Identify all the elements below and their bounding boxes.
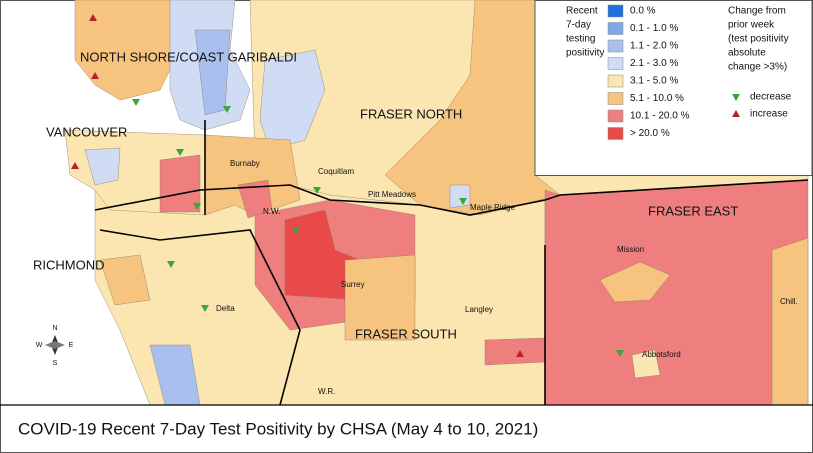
- place-label: N.W.: [263, 207, 280, 216]
- change-legend-marker: [732, 94, 740, 101]
- change-legend-label: decrease: [750, 92, 792, 103]
- decrease-marker: [459, 198, 467, 205]
- compass-label: W: [36, 342, 43, 349]
- region-label: FRASER SOUTH: [355, 326, 457, 341]
- decrease-marker: [167, 261, 175, 268]
- north-shore-mid: [194, 29, 231, 116]
- legend-label: 0.1 - 1.0 %: [630, 23, 678, 34]
- compass-ew: [45, 341, 65, 349]
- vancouver-blue: [84, 147, 121, 186]
- river-boundary: [94, 179, 809, 216]
- decrease-marker: [616, 350, 624, 357]
- legend-label: 1.1 - 2.0 %: [630, 41, 678, 52]
- legend-swatch: [607, 39, 624, 53]
- place-label: Surrey: [341, 280, 365, 289]
- place-label: Coquitlam: [318, 167, 354, 176]
- langley-red: [484, 337, 546, 366]
- place-label: Mission: [617, 245, 644, 254]
- change-markers: [71, 14, 624, 357]
- legend-title: testing: [566, 34, 595, 45]
- decrease-marker: [223, 106, 231, 113]
- change-legend-title: Change from: [728, 6, 786, 17]
- richmond-orange: [99, 254, 151, 306]
- richmond-boundary: [99, 229, 301, 406]
- decrease-marker: [193, 203, 201, 210]
- decrease-marker: [132, 99, 140, 106]
- place-label: Delta: [216, 304, 235, 313]
- legend-label: 0.0 %: [630, 6, 656, 17]
- increase-marker: [516, 350, 524, 357]
- legend: Recent 7-day testing positivity 0.0 % 0.1 - 1…: [566, 4, 792, 140]
- compass-label: N: [52, 325, 57, 332]
- place-label: Pitt Meadows: [368, 190, 416, 199]
- legend-label: > 20.0 %: [630, 128, 670, 139]
- new-west: [237, 179, 273, 219]
- increase-marker: [71, 162, 79, 169]
- region-label: FRASER NORTH: [360, 106, 462, 121]
- legend-box: [534, 0, 813, 176]
- legend-label: 2.1 - 3.0 %: [630, 58, 678, 69]
- place-label: W.R.: [318, 387, 335, 396]
- legend-swatch: [607, 109, 624, 123]
- legend-swatch: [607, 57, 624, 70]
- legend-swatch: [607, 4, 624, 18]
- place-label: Chill.: [780, 297, 798, 306]
- change-legend-label: increase: [750, 109, 788, 120]
- place-label: Burnaby: [230, 159, 260, 168]
- legend-label: 10.1 - 20.0 %: [630, 111, 690, 122]
- change-legend-marker: [732, 110, 740, 117]
- map-title: COVID-19 Recent 7-Day Test Positivity by…: [18, 419, 538, 438]
- compass-label: S: [53, 360, 58, 367]
- legend-swatch: [607, 92, 624, 105]
- compass: N E S W: [36, 325, 74, 367]
- decrease-marker: [176, 149, 184, 156]
- legend-title: 7-day: [566, 20, 591, 31]
- maple-ridge-blue: [449, 184, 471, 209]
- legend-swatch: [607, 22, 624, 35]
- legend-title: positivity: [566, 48, 604, 59]
- region-label: NORTH SHORE/COAST GARIBALDI: [80, 49, 297, 64]
- mission-area: [599, 261, 671, 303]
- change-legend-title: absolute: [728, 48, 766, 59]
- legend-swatch: [607, 127, 624, 140]
- change-legend-title: prior week: [728, 20, 775, 31]
- legend-swatch: [607, 74, 624, 88]
- place-label: Langley: [465, 305, 493, 314]
- region-label: FRASER EAST: [648, 203, 738, 218]
- pitt-lake-area: [259, 49, 326, 151]
- increase-marker: [89, 14, 97, 21]
- legend-label: 3.1 - 5.0 %: [630, 76, 678, 87]
- place-label: Abbotsford: [642, 350, 681, 359]
- increase-marker: [91, 72, 99, 79]
- change-legend-title: change >3%): [728, 62, 787, 73]
- decrease-marker: [313, 187, 321, 194]
- decrease-marker: [201, 305, 209, 312]
- map: NORTH SHORE/COAST GARIBALDI VANCOUVER FR…: [0, 0, 813, 406]
- place-label: Maple Ridge: [470, 203, 515, 212]
- legend-label: 5.1 - 10.0 %: [630, 93, 684, 104]
- chilliwack: [771, 237, 809, 406]
- region-label: RICHMOND: [33, 257, 105, 272]
- abbotsford-core: [631, 349, 661, 379]
- change-legend-title: (test positivity: [728, 34, 789, 45]
- vancouver-red: [159, 154, 201, 213]
- fraser-south-orange: [344, 254, 416, 341]
- compass-label: E: [69, 342, 74, 349]
- region-label: VANCOUVER: [46, 124, 127, 139]
- decrease-marker: [292, 227, 300, 234]
- legend-title: Recent: [566, 6, 598, 17]
